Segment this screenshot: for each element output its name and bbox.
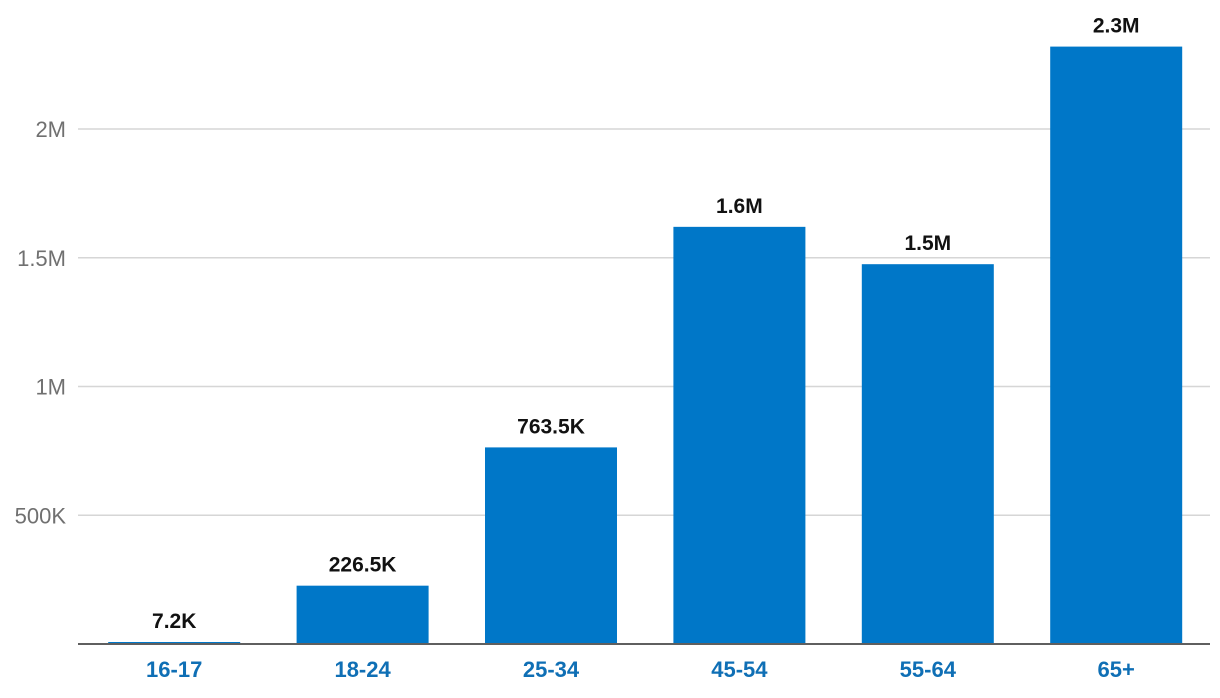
y-tick-label: 500K bbox=[15, 503, 67, 528]
data-label: 2.3M bbox=[1093, 15, 1140, 38]
bars bbox=[108, 46, 1183, 645]
data-label: 763.5K bbox=[517, 415, 585, 438]
x-tick-label: 18-24 bbox=[334, 657, 391, 682]
x-tick-label: 45-54 bbox=[711, 657, 768, 682]
y-tick-label: 1.5M bbox=[17, 246, 66, 271]
bar bbox=[485, 447, 617, 644]
x-tick-label: 55-64 bbox=[900, 657, 957, 682]
bar bbox=[861, 264, 994, 644]
data-label: 7.2K bbox=[152, 610, 196, 633]
y-tick-label: 1M bbox=[35, 375, 66, 400]
x-tick-label: 25-34 bbox=[523, 657, 580, 682]
gridlines bbox=[78, 128, 1210, 516]
bar bbox=[296, 585, 429, 644]
bar bbox=[673, 226, 806, 644]
data-label: 1.6M bbox=[716, 195, 763, 218]
bar bbox=[1050, 46, 1183, 645]
y-tick-label: 2M bbox=[35, 117, 66, 142]
x-tick-label: 16-17 bbox=[146, 657, 202, 682]
x-axis-ticks: 16-17 18-24 25-34 45-54 55-64 65+ bbox=[146, 657, 1135, 682]
x-tick-label: 65+ bbox=[1098, 657, 1135, 682]
data-labels: 7.2K 226.5K 763.5K 1.6M 1.5M 2.3M bbox=[152, 15, 1140, 633]
data-label: 1.5M bbox=[904, 232, 951, 255]
y-axis-ticks: 500K 1M 1.5M 2M bbox=[15, 117, 67, 528]
data-label: 226.5K bbox=[329, 554, 397, 577]
